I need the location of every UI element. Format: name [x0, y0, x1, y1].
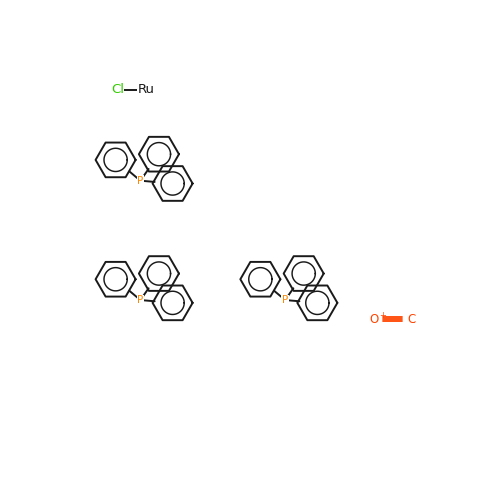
Text: C: C [408, 313, 416, 326]
Text: +: + [379, 311, 386, 320]
Text: P: P [137, 176, 144, 186]
Text: Ru: Ru [137, 83, 154, 96]
Text: O: O [369, 313, 378, 326]
Text: P: P [137, 295, 144, 305]
Text: P: P [282, 295, 288, 305]
Text: -: - [411, 318, 415, 327]
Text: Cl: Cl [111, 83, 124, 96]
